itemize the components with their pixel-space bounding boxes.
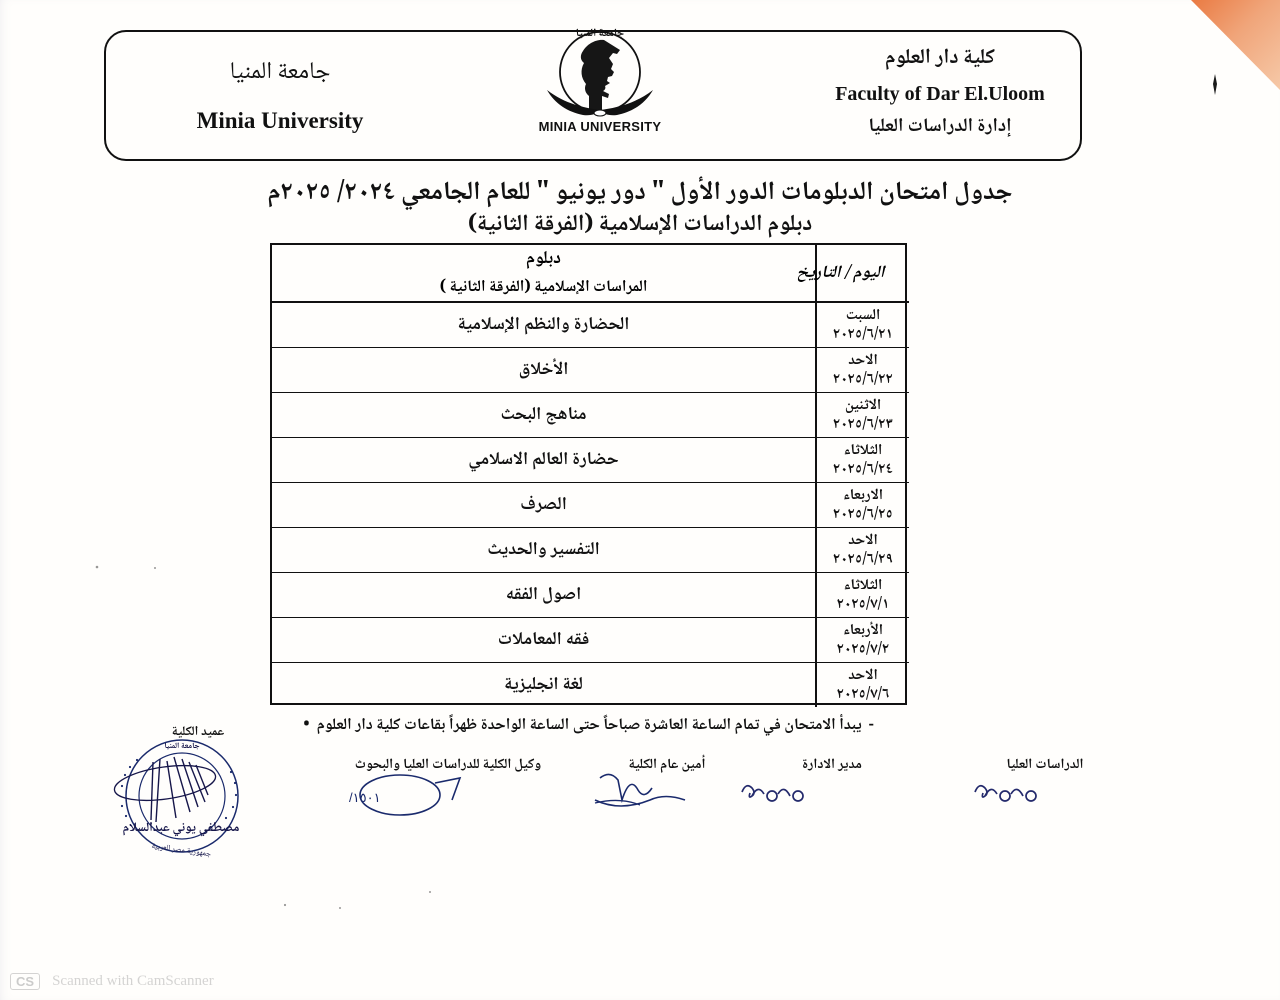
svg-text:جمهورية مصر العربية: جمهورية مصر العربية bbox=[150, 840, 211, 862]
svg-text:عميد الكلية: عميد الكلية bbox=[172, 722, 225, 744]
svg-text:مصطفي يوني عبدالسلام: مصطفي يوني عبدالسلام bbox=[123, 818, 240, 840]
